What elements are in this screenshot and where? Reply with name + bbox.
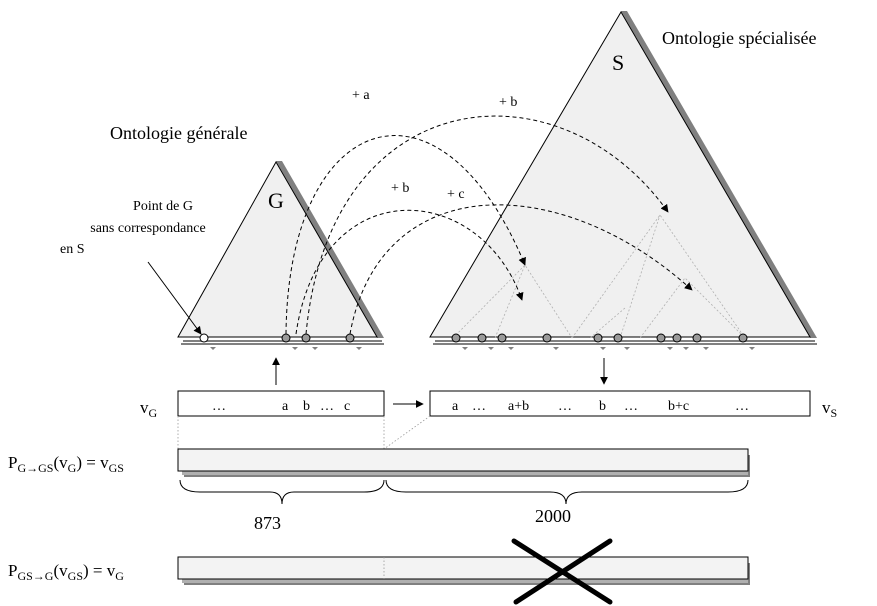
- projection-g-equation: PGS→G(vGS) = vG: [8, 561, 124, 583]
- vector-g-label: vG: [140, 398, 158, 420]
- mapping-arcs: [285, 115, 693, 335]
- arc-label-plus-c: + c: [447, 187, 465, 202]
- vector-g-dots2: …: [320, 399, 334, 414]
- guide-mid-diag: [383, 415, 431, 450]
- vector-g-b: b: [303, 399, 310, 414]
- specialized-ontology-title: Ontologie spécialisée: [662, 28, 816, 48]
- cross-out-mark: [511, 538, 613, 605]
- arc-plus-a: [285, 135, 526, 335]
- vector-s-a: a: [452, 399, 459, 414]
- vector-s-ab: a+b: [508, 399, 529, 414]
- brace-left: [179, 479, 385, 505]
- note-arrow: [147, 261, 202, 335]
- vector-g-inverse-bar: [177, 556, 750, 585]
- vector-g-dots: …: [212, 399, 226, 414]
- general-ontology-title: Ontologie générale: [110, 123, 247, 143]
- vector-s-b: b: [599, 399, 606, 414]
- vector-gs-bar: [177, 448, 750, 477]
- s-nodes: [451, 333, 755, 350]
- arc-label-plus-b-top: + b: [499, 95, 517, 110]
- vector-s-bc: b+c: [668, 399, 689, 414]
- vector-s-dots2: …: [558, 399, 572, 414]
- arc-plus-b-top: [305, 115, 669, 335]
- vector-s-dots4: …: [735, 399, 749, 414]
- arc-label-plus-a: + a: [352, 88, 370, 103]
- brace-label-left: 873: [254, 513, 281, 533]
- brace-label-right: 2000: [535, 506, 571, 526]
- vector-s: [429, 390, 811, 417]
- arc-plus-b-mid: [295, 210, 524, 335]
- brace-right: [385, 479, 749, 505]
- triangle-s: [429, 11, 817, 345]
- triangle-s-label: S: [612, 50, 624, 75]
- vector-s-dots1: …: [472, 399, 486, 414]
- arc-label-plus-b-mid: + b: [391, 181, 409, 196]
- projection-gs-equation: PG→GS(vG) = vGS: [8, 453, 124, 475]
- vector-s-dots3: …: [624, 399, 638, 414]
- note-line-3: en S: [60, 242, 85, 257]
- triangle-g-label: G: [268, 188, 284, 213]
- note-line-2: sans correspondance: [90, 221, 205, 236]
- vector-g-a: a: [282, 399, 289, 414]
- vector-g-c: c: [344, 399, 350, 414]
- note-line-1: Point de G: [133, 199, 193, 214]
- vector-g: [177, 390, 385, 417]
- vector-s-label: vS: [822, 398, 837, 420]
